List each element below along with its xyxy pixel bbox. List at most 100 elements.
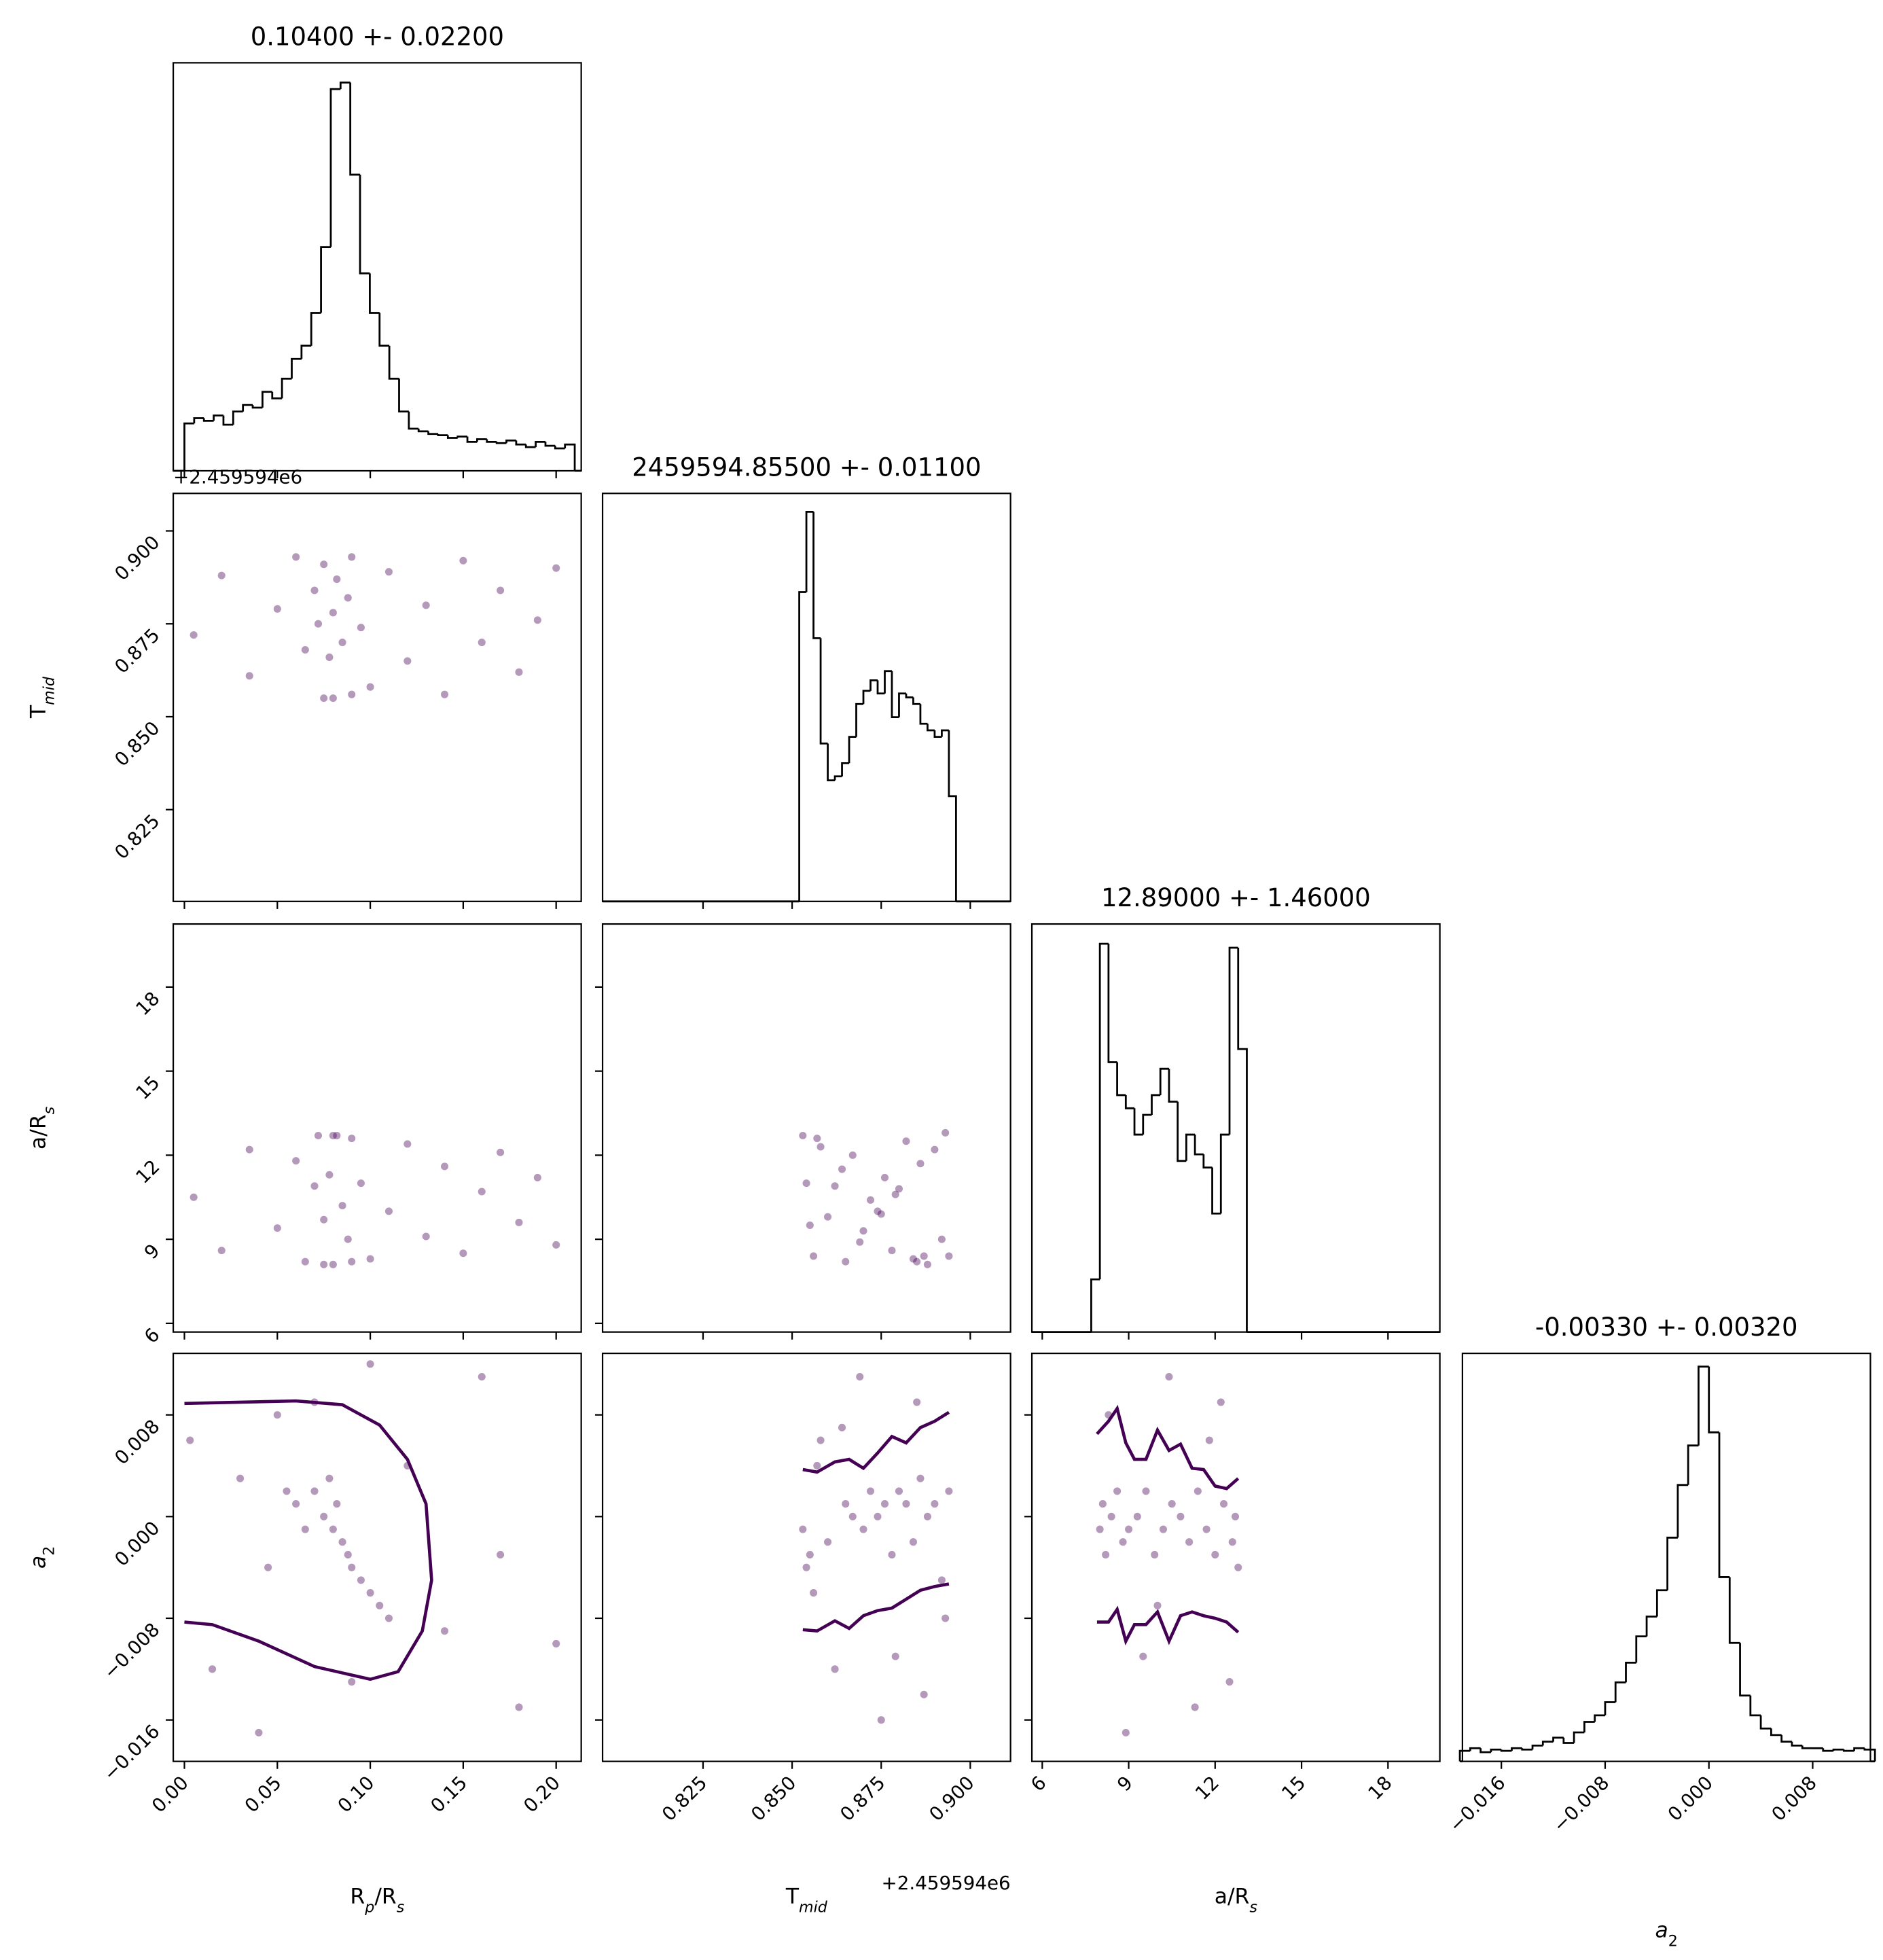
axes-frame [601, 1352, 1011, 1762]
histogram-step [1185, 1133, 1196, 1161]
histogram-step [1541, 1741, 1554, 1746]
contour-line [1096, 1404, 1240, 1491]
scatter-point [802, 1179, 810, 1188]
y-axis-label: a2 [26, 1546, 58, 1569]
scatter-point [366, 1255, 374, 1263]
histogram-step [515, 440, 526, 446]
scatter-point [942, 1128, 950, 1137]
scatter-point [877, 1210, 885, 1218]
panel-title: 2459594.85500 +- 0.01100 [632, 452, 981, 482]
histogram-step [1480, 1748, 1491, 1753]
scatter-point [824, 1213, 832, 1221]
histogram-step [1635, 1635, 1647, 1663]
histogram-step [408, 411, 419, 430]
histogram-step [1562, 1737, 1575, 1744]
scatter-point [880, 1500, 889, 1508]
scatter-point [236, 1474, 245, 1482]
scatter-point [888, 1247, 896, 1255]
histogram-step [1645, 1616, 1657, 1637]
histogram-step [1219, 1133, 1230, 1214]
histogram-step [329, 88, 341, 247]
histogram-step [1490, 1748, 1502, 1753]
scatter-point [1225, 1677, 1234, 1686]
scatter-point [329, 609, 337, 617]
scatter-point [404, 1140, 412, 1148]
scatter-point [813, 1461, 821, 1470]
scatter-point [838, 1165, 846, 1173]
scatter-point [333, 575, 341, 584]
histogram-step [1531, 1745, 1543, 1750]
scatter-point [923, 1512, 931, 1520]
histogram-step [869, 679, 878, 691]
histogram-step [486, 439, 497, 443]
histogram-step [446, 435, 458, 439]
scatter-point [515, 668, 523, 676]
scatter-point [848, 1512, 857, 1520]
panel [594, 923, 1011, 1340]
scatter-point [422, 601, 430, 609]
histogram-step [1614, 1681, 1626, 1703]
scatter-point [937, 1576, 946, 1584]
axes-frame [172, 923, 582, 1333]
histogram-step [495, 442, 507, 444]
axes-frame [1030, 923, 1441, 1333]
histogram-step [535, 440, 545, 448]
scatter-point [813, 1135, 821, 1143]
scatter-point [842, 1500, 850, 1508]
histogram-step [841, 762, 850, 777]
scatter-point [357, 1576, 365, 1584]
histogram-step [505, 440, 516, 444]
histogram-step [1458, 1749, 1471, 1762]
contour-line [184, 1399, 433, 1681]
histogram-step [193, 417, 204, 424]
histogram-step [848, 736, 857, 764]
scatter-point [320, 1260, 328, 1268]
scatter-point [1139, 1652, 1147, 1660]
scatter-point [831, 1665, 839, 1673]
scatter-point [376, 1601, 384, 1609]
label-part: R [350, 1884, 365, 1908]
histogram-step [1228, 946, 1238, 1135]
histogram-step [1832, 1748, 1844, 1751]
scatter-point [333, 1500, 341, 1508]
histogram-step [1791, 1741, 1803, 1747]
histogram-step [1687, 1444, 1699, 1485]
scatter-point [344, 594, 352, 602]
scatter-point [1168, 1500, 1176, 1508]
scatter-point [273, 605, 281, 613]
scatter-point [325, 1474, 334, 1482]
scatter-point [931, 1145, 939, 1154]
scatter-point [440, 1162, 449, 1171]
scatter-point [810, 1589, 818, 1597]
x-axis-label: a/Rs [1215, 1884, 1258, 1916]
scatter-point [459, 1249, 467, 1258]
scatter-point [1102, 1550, 1110, 1558]
scatter-point [404, 657, 412, 665]
scatter-point [859, 1227, 867, 1235]
scatter-point [902, 1137, 910, 1145]
scatter-point [916, 1160, 925, 1168]
histogram-step [798, 591, 807, 902]
histogram-step [812, 512, 821, 639]
scatter-point [310, 586, 319, 594]
histogram-step [876, 680, 885, 695]
histogram-step [213, 414, 223, 421]
histogram-step [1604, 1701, 1616, 1715]
histogram-step [251, 405, 263, 409]
histogram-step [1583, 1721, 1595, 1733]
label-part: a [26, 1556, 51, 1569]
scatter-point [478, 639, 486, 647]
histogram-step [1718, 1432, 1730, 1578]
histogram-step [1749, 1695, 1761, 1717]
scatter-point [320, 694, 328, 702]
scatter-point [552, 564, 560, 572]
histogram-step [1098, 942, 1109, 1280]
scatter-point [552, 1241, 560, 1249]
scatter-point [384, 1614, 393, 1622]
label-part: mid [799, 1898, 828, 1916]
histogram-step [202, 418, 214, 422]
scatter-point [1113, 1487, 1122, 1495]
histogram-step [242, 404, 253, 412]
histogram-step [1151, 1094, 1161, 1115]
